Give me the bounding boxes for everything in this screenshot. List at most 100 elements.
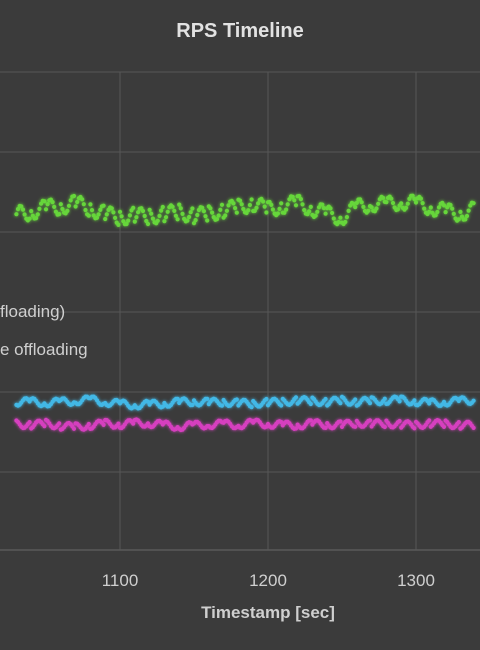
data-point	[177, 202, 182, 207]
data-point	[52, 204, 57, 209]
data-point	[42, 199, 47, 204]
data-point	[172, 208, 177, 213]
data-point	[428, 205, 433, 210]
data-point	[111, 210, 116, 215]
x-tick-label: 1200	[249, 571, 287, 590]
data-points	[14, 193, 476, 433]
data-point	[433, 213, 438, 218]
data-point	[338, 419, 343, 424]
data-point	[277, 206, 282, 211]
data-point	[466, 208, 471, 213]
data-point	[427, 401, 432, 406]
data-point	[313, 213, 318, 218]
data-point	[205, 218, 210, 223]
data-point	[65, 208, 70, 213]
data-point	[80, 197, 85, 202]
data-point	[279, 419, 284, 425]
data-point	[264, 210, 269, 215]
data-point	[264, 396, 269, 402]
data-point	[239, 202, 244, 207]
data-point	[134, 215, 139, 220]
data-point	[412, 426, 417, 431]
data-point	[73, 204, 78, 209]
data-point	[399, 201, 404, 206]
data-point	[195, 212, 200, 218]
data-point	[163, 215, 169, 220]
data-point	[427, 209, 432, 214]
data-point	[338, 401, 343, 406]
data-point	[308, 401, 313, 407]
data-point	[389, 196, 394, 201]
data-point	[68, 198, 73, 203]
data-point	[27, 216, 32, 221]
data-point	[191, 221, 197, 226]
legend-entry-1: floading)	[0, 302, 65, 321]
x-axis-title: Timestamp [sec]	[201, 603, 335, 622]
data-point	[344, 215, 349, 220]
data-point	[412, 398, 417, 403]
data-point	[353, 424, 358, 429]
data-point	[20, 207, 26, 212]
data-point	[127, 213, 132, 218]
data-point	[15, 207, 21, 212]
data-point	[210, 210, 215, 215]
data-point	[418, 196, 423, 201]
data-point	[200, 205, 205, 210]
data-point	[275, 211, 280, 216]
data-point	[66, 203, 72, 208]
data-point	[60, 206, 65, 212]
data-point	[233, 206, 238, 211]
legend-entry-2: e offloading	[0, 340, 88, 359]
data-point	[57, 212, 62, 217]
x-tick-label: 1100	[102, 571, 139, 590]
data-point	[101, 422, 106, 427]
data-point	[147, 207, 152, 212]
data-point	[58, 202, 63, 207]
data-point	[330, 210, 335, 216]
data-point	[86, 421, 91, 427]
data-point	[205, 396, 210, 401]
data-point	[262, 204, 267, 209]
x-tick-label: 1300	[397, 571, 435, 590]
data-point	[113, 215, 118, 220]
data-point	[471, 425, 476, 430]
data-point	[336, 220, 341, 225]
data-point	[369, 205, 374, 210]
data-point	[315, 209, 320, 214]
data-point	[231, 201, 236, 206]
data-point	[149, 211, 154, 216]
data-point	[96, 212, 101, 217]
data-point	[43, 207, 49, 212]
data-point	[29, 209, 34, 214]
data-point	[241, 206, 246, 212]
data-point	[223, 213, 228, 218]
data-point	[187, 214, 192, 220]
data-point	[224, 208, 229, 213]
data-point	[57, 421, 62, 426]
data-point	[374, 206, 379, 211]
data-point	[354, 200, 359, 205]
data-point	[159, 208, 164, 213]
data-point	[297, 193, 302, 199]
data-point	[397, 418, 402, 424]
data-point	[86, 213, 91, 218]
data-point	[405, 201, 410, 206]
data-point	[89, 208, 95, 213]
data-point	[249, 197, 254, 202]
data-point	[293, 426, 299, 431]
data-point	[237, 198, 243, 203]
series-0	[14, 193, 476, 227]
data-point	[252, 208, 257, 213]
data-point	[188, 210, 193, 215]
data-point	[298, 197, 303, 202]
data-point	[117, 209, 123, 214]
data-point	[361, 204, 366, 209]
data-point	[180, 211, 185, 216]
data-point	[456, 217, 461, 222]
data-point	[450, 206, 455, 211]
data-point	[323, 425, 328, 430]
data-point	[175, 217, 180, 222]
data-point	[292, 198, 297, 203]
